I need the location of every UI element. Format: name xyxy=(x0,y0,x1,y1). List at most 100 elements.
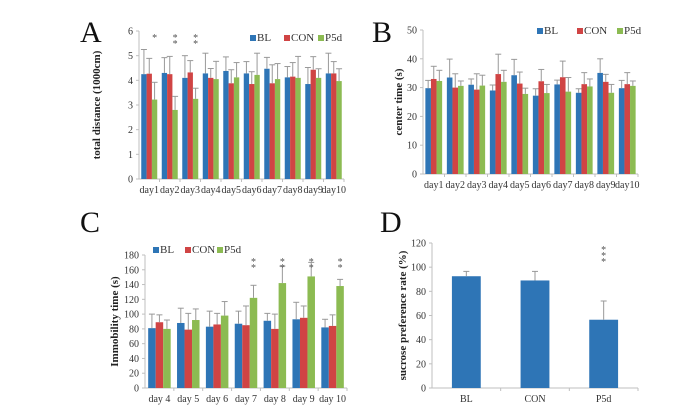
y-axis-label: center time (s) xyxy=(393,68,405,135)
legend-label: CON xyxy=(291,32,314,44)
bar xyxy=(458,85,464,174)
bar xyxy=(208,77,214,179)
bar xyxy=(425,88,431,174)
bar xyxy=(264,68,270,179)
y-tick-label: 2 xyxy=(128,125,133,136)
bar xyxy=(243,73,250,179)
x-tick-label: day 10 xyxy=(319,394,346,405)
x-tick-label: CON xyxy=(524,394,545,405)
x-tick-label: day7 xyxy=(263,185,282,196)
x-tick-label: day 9 xyxy=(293,394,315,405)
bar xyxy=(305,84,311,179)
y-tick-label: 0 xyxy=(421,384,426,395)
bar xyxy=(187,72,193,179)
y-tick-label: 120 xyxy=(411,239,426,250)
y-tick-label: 80 xyxy=(416,287,426,298)
y-axis-label: sucrose preference rate (%) xyxy=(397,250,409,380)
x-tick-label: day3 xyxy=(181,185,200,196)
bar xyxy=(307,276,315,388)
x-tick-label: day5 xyxy=(222,185,241,196)
bar xyxy=(163,328,171,388)
bar xyxy=(468,84,474,174)
bar xyxy=(172,109,178,179)
significance-marker: * xyxy=(601,245,606,256)
bar xyxy=(587,86,593,174)
significance-marker: * xyxy=(193,39,198,50)
panel-label: C xyxy=(80,206,100,239)
x-tick-label: day1 xyxy=(424,180,443,191)
significance-marker: * xyxy=(309,257,314,268)
y-tick-label: 140 xyxy=(124,280,139,291)
bar xyxy=(575,92,582,174)
bar xyxy=(234,323,243,388)
x-tick-label: day10 xyxy=(615,180,639,191)
bar xyxy=(213,324,221,388)
bar xyxy=(284,77,291,179)
x-tick-label: day3 xyxy=(467,180,486,191)
bar xyxy=(161,72,168,179)
bar xyxy=(202,73,209,179)
bar xyxy=(146,73,152,179)
significance-marker: * xyxy=(309,263,314,274)
y-tick-label: 80 xyxy=(129,324,139,335)
y-tick-label: 180 xyxy=(124,251,139,262)
bar xyxy=(295,77,301,179)
bar xyxy=(538,81,545,174)
panel-label: A xyxy=(80,16,102,49)
bar xyxy=(581,84,588,174)
bar xyxy=(177,322,185,388)
x-tick-label: day8 xyxy=(283,185,302,196)
x-tick-label: day 7 xyxy=(235,394,257,405)
y-tick-label: 100 xyxy=(124,310,139,321)
bar xyxy=(249,297,258,388)
legend-swatch xyxy=(537,28,543,34)
significance-marker: * xyxy=(251,263,256,274)
x-tick-label: day 8 xyxy=(264,394,286,405)
legend-swatch xyxy=(185,247,191,253)
panel-label: B xyxy=(372,16,392,49)
bar xyxy=(310,69,316,179)
bar xyxy=(315,77,322,179)
significance-marker: * xyxy=(338,257,343,268)
y-tick-label: 0 xyxy=(128,175,133,186)
legend-swatch xyxy=(153,247,159,253)
x-tick-label: day10 xyxy=(322,185,346,196)
x-tick-label: day6 xyxy=(532,180,551,191)
bar xyxy=(608,92,615,174)
legend-swatch xyxy=(577,28,583,34)
bar xyxy=(520,280,550,388)
legend-label: P5d xyxy=(224,244,242,256)
significance-marker: * xyxy=(280,263,285,274)
x-tick-label: day 6 xyxy=(206,394,228,405)
bar xyxy=(228,83,234,179)
bar xyxy=(274,79,281,179)
bar xyxy=(271,328,279,388)
x-tick-label: day4 xyxy=(489,180,508,191)
y-tick-label: 0 xyxy=(412,170,417,181)
bar xyxy=(278,283,287,388)
bar xyxy=(151,99,158,179)
bar xyxy=(559,77,566,174)
y-axis-label: Immobility time (s) xyxy=(109,276,121,367)
bar xyxy=(249,84,255,179)
y-tick-label: 4 xyxy=(128,76,133,87)
x-tick-label: day1 xyxy=(140,185,159,196)
bar xyxy=(430,78,437,174)
x-tick-label: day6 xyxy=(242,185,261,196)
bar xyxy=(321,327,329,388)
x-tick-label: day9 xyxy=(304,185,323,196)
bar xyxy=(495,74,502,174)
y-tick-label: 20 xyxy=(416,359,426,370)
legend-swatch xyxy=(250,35,256,41)
bar xyxy=(148,328,156,388)
bar xyxy=(299,317,308,388)
legend-swatch xyxy=(318,35,324,41)
bar xyxy=(565,91,572,174)
significance-marker: * xyxy=(173,39,178,50)
bar xyxy=(223,70,229,179)
bar xyxy=(473,89,480,174)
bar xyxy=(328,325,337,388)
bar xyxy=(501,81,507,174)
legend-label: CON xyxy=(192,244,215,256)
